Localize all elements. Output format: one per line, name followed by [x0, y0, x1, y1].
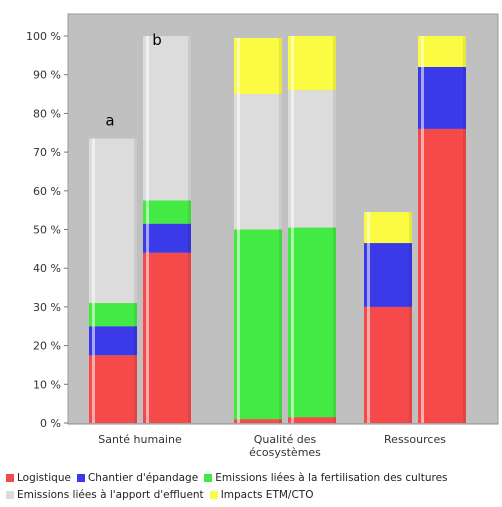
bar-segment	[288, 90, 336, 228]
legend-swatch	[204, 473, 213, 482]
bar-shade	[279, 37, 282, 424]
bar-segment	[364, 212, 412, 244]
y-tick-label: 50 %	[33, 224, 61, 237]
bar-segment	[418, 36, 466, 67]
x-tick-label: Ressources	[384, 433, 446, 446]
legend-label: Emissions liées à la fertilisation des c…	[215, 471, 448, 484]
y-tick-label: 70 %	[33, 146, 61, 159]
y-tick-label: 90 %	[33, 69, 61, 82]
x-tick-label: Qualité des	[254, 433, 317, 446]
legend-swatch	[6, 490, 14, 499]
bar-annotation: a	[105, 112, 114, 130]
bar-segment	[418, 66, 466, 129]
legend-label: Chantier d'épandage	[87, 471, 199, 484]
legend-swatch	[76, 473, 85, 482]
bar-shade	[409, 212, 412, 423]
bar-segment	[234, 37, 282, 95]
bar-segment	[234, 229, 282, 420]
bar-highlight	[291, 36, 294, 423]
legend-item: Chantier d'épandage	[76, 471, 199, 484]
legend-row: Emissions liées à l'apport d'effluent Imp…	[6, 486, 500, 503]
bar-shade	[134, 138, 137, 423]
bar-shade	[333, 36, 336, 423]
legend-label: Emissions liées à l'apport d'effluent	[17, 488, 204, 501]
bar-annotation: b	[152, 31, 162, 49]
legend-swatch	[6, 473, 14, 482]
y-tick-label: 0 %	[40, 417, 61, 430]
legend-label: Logistique	[17, 471, 71, 484]
legend-row: Logistique Chantier d'épandage Emissions l…	[6, 469, 500, 486]
bar-segment	[418, 128, 466, 423]
bar-segment	[288, 227, 336, 418]
bar-segment	[89, 326, 137, 356]
bar-segment	[89, 303, 137, 327]
legend-swatch	[209, 490, 218, 499]
bar-segment	[143, 36, 191, 201]
y-tick-label: 60 %	[33, 185, 61, 198]
bar-segment	[234, 419, 282, 423]
bar-segment	[89, 138, 137, 304]
legend: Logistique Chantier d'épandage Emissions l…	[6, 469, 500, 503]
bar-segment	[143, 200, 191, 224]
bar-segment	[364, 243, 412, 307]
bar-highlight	[92, 138, 95, 423]
bar-highlight	[367, 212, 370, 423]
legend-item: Emissions liées à la fertilisation des c…	[204, 471, 448, 484]
bar-segment	[143, 252, 191, 423]
bar-segment	[288, 36, 336, 91]
bar-segment	[89, 355, 137, 423]
legend-label: Impacts ETM/CTO	[220, 488, 314, 501]
y-tick-label: 100 %	[26, 30, 61, 43]
bar-segment	[364, 306, 412, 423]
chart-svg: 0 % 10 % 20 % 30 % 40 % 50 % 60 % 70 % 80 % 90 % 1…	[26, 13, 499, 459]
bar-shade	[463, 36, 466, 423]
legend-item: Impacts ETM/CTO	[209, 488, 314, 501]
bar-highlight	[237, 37, 240, 424]
bar-segment	[143, 223, 191, 253]
bar-segment	[288, 417, 336, 423]
x-tick-label: écosystèmes	[249, 446, 321, 459]
bar-shade	[188, 36, 191, 423]
y-tick-label: 30 %	[33, 301, 61, 314]
legend-item: Emissions liées à l'apport d'effluent	[6, 489, 204, 501]
y-tick-label: 40 %	[33, 262, 61, 275]
y-tick-label: 20 %	[33, 340, 61, 353]
bar-highlight	[146, 36, 149, 423]
x-tick-label: Santé humaine	[98, 433, 182, 446]
legend-item: Logistique	[6, 472, 71, 484]
bar-segment	[234, 94, 282, 230]
y-tick-label: 80 %	[33, 107, 61, 120]
bar-highlight	[421, 36, 424, 423]
y-tick-label: 10 %	[33, 378, 61, 391]
